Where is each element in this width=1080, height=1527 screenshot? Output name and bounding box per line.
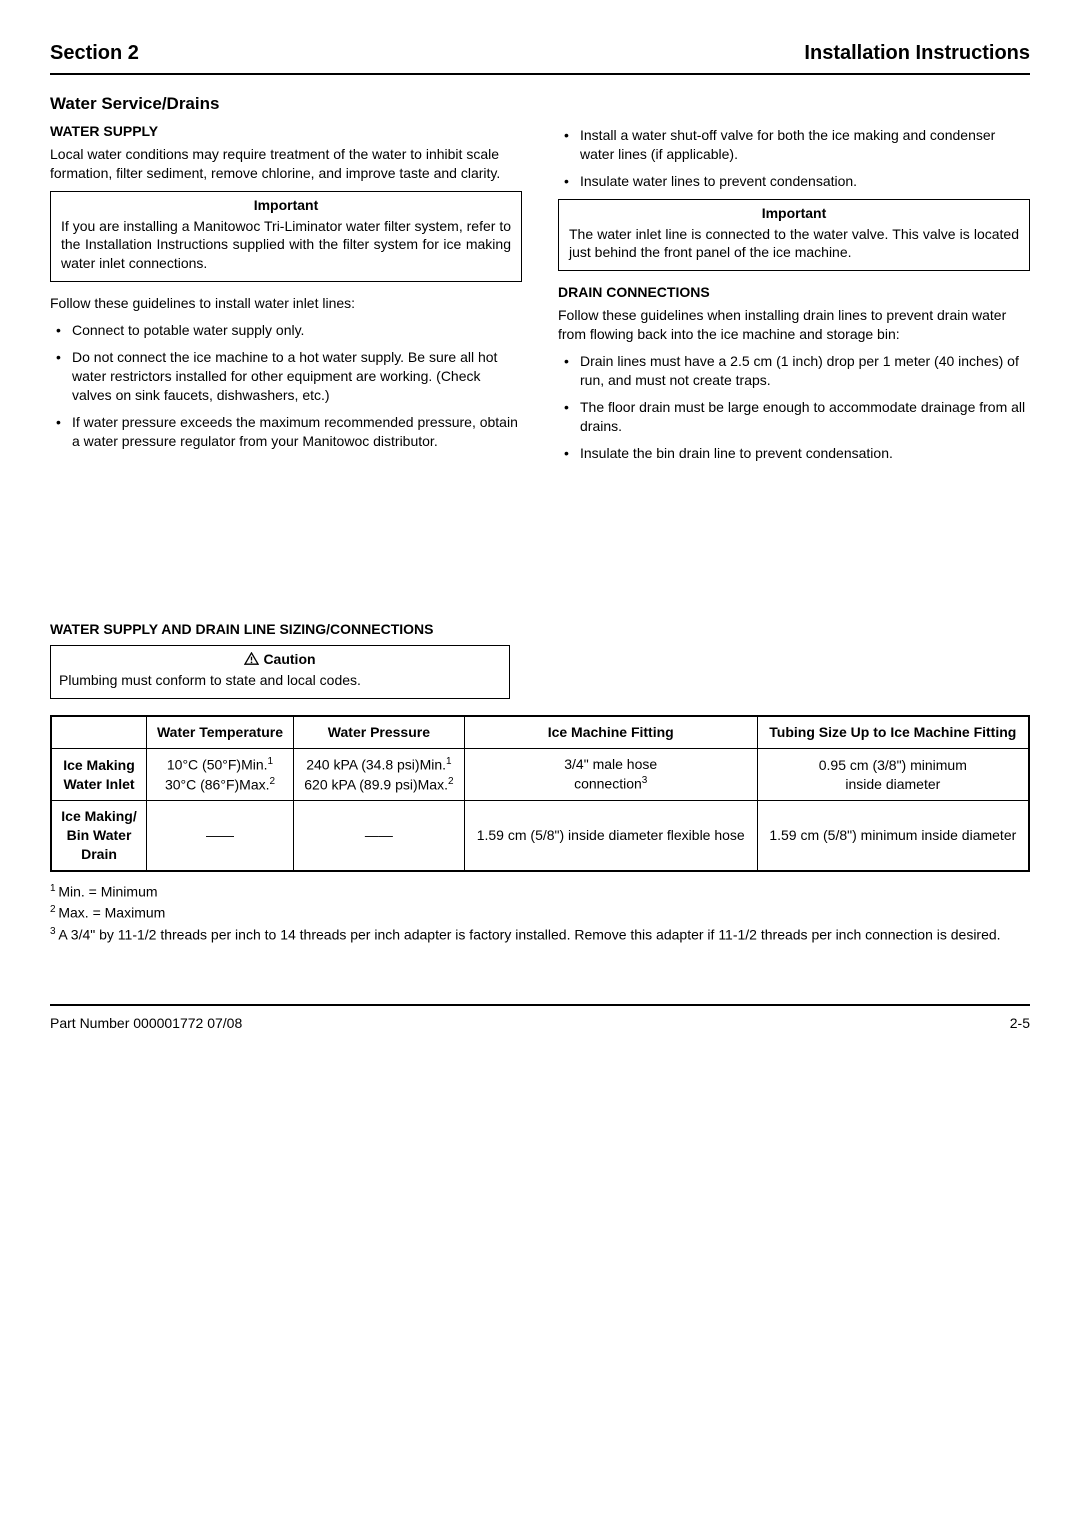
- right-bullet: Drain lines must have a 2.5 cm (1 inch) …: [558, 352, 1030, 390]
- important-body-1: If you are installing a Manitowoc Tri-Li…: [61, 217, 511, 274]
- table-row: Ice MakingWater Inlet 10°C (50°F)Min.1 3…: [51, 748, 1029, 800]
- water-supply-para: Local water conditions may require treat…: [50, 145, 522, 183]
- section-title: Water Service/Drains: [50, 93, 1030, 116]
- table-section-heading: WATER SUPPLY AND DRAIN LINE SIZING/CONNE…: [50, 620, 1030, 639]
- important-title-2: Important: [569, 204, 1019, 223]
- row-label: Ice MakingWater Inlet: [51, 748, 147, 800]
- col-header: Tubing Size Up to Ice Machine Fitting: [757, 716, 1029, 748]
- caution-label: Caution: [263, 651, 315, 667]
- right-top-bullets: Install a water shut-off valve for both …: [558, 126, 1030, 191]
- col-header: Water Pressure: [293, 716, 464, 748]
- sizing-table: Water Temperature Water Pressure Ice Mac…: [50, 715, 1030, 872]
- footer-right: 2-5: [1010, 1014, 1030, 1033]
- header-right: Installation Instructions: [804, 40, 1030, 67]
- cell-fitting: 1.59 cm (5/8") inside diameter flexible …: [464, 801, 757, 871]
- header-left: Section 2: [50, 40, 139, 67]
- right-bullet: Install a water shut-off valve for both …: [558, 126, 1030, 164]
- water-supply-heading: WATER SUPPLY: [50, 122, 522, 141]
- right-bullet: Insulate water lines to prevent condensa…: [558, 172, 1030, 191]
- right-bullet: The floor drain must be large enough to …: [558, 398, 1030, 436]
- right-column: Install a water shut-off valve for both …: [558, 122, 1030, 470]
- col-header: Water Temperature: [147, 716, 294, 748]
- important-box-2: Important The water inlet line is connec…: [558, 199, 1030, 272]
- follow-guidelines-para: Follow these guidelines to install water…: [50, 294, 522, 313]
- footnote-2: 2 Max. = Maximum: [50, 903, 1030, 923]
- cell-tubing: 0.95 cm (3/8") minimum inside diameter: [757, 748, 1029, 800]
- page-header: Section 2 Installation Instructions: [50, 40, 1030, 75]
- caution-body: Plumbing must conform to state and local…: [59, 671, 501, 690]
- important-box-1: Important If you are installing a Manito…: [50, 191, 522, 283]
- cell-temp: 10°C (50°F)Min.1 30°C (86°F)Max.2: [147, 748, 294, 800]
- caution-title: Caution: [59, 650, 501, 669]
- table-row: Ice Making/Bin WaterDrain —— —— 1.59 cm …: [51, 801, 1029, 871]
- cell-temp: ——: [147, 801, 294, 871]
- important-title-1: Important: [61, 196, 511, 215]
- cell-pressure: ——: [293, 801, 464, 871]
- left-bullet: If water pressure exceeds the maximum re…: [50, 413, 522, 451]
- left-column: WATER SUPPLY Local water conditions may …: [50, 122, 522, 470]
- cell-pressure: 240 kPA (34.8 psi)Min.1 620 kPA (89.9 ps…: [293, 748, 464, 800]
- col-blank: [51, 716, 147, 748]
- row-label: Ice Making/Bin WaterDrain: [51, 801, 147, 871]
- left-bullet: Connect to potable water supply only.: [50, 321, 522, 340]
- two-column-body: WATER SUPPLY Local water conditions may …: [50, 122, 1030, 470]
- caution-box: Caution Plumbing must conform to state a…: [50, 645, 510, 699]
- col-header: Ice Machine Fitting: [464, 716, 757, 748]
- cell-fitting: 3/4" male hose connection3: [464, 748, 757, 800]
- drain-para: Follow these guidelines when installing …: [558, 306, 1030, 344]
- important-body-2: The water inlet line is connected to the…: [569, 225, 1019, 263]
- footer-left: Part Number 000001772 07/08: [50, 1014, 242, 1033]
- right-bottom-bullets: Drain lines must have a 2.5 cm (1 inch) …: [558, 352, 1030, 462]
- cell-tubing: 1.59 cm (5/8") minimum inside diameter: [757, 801, 1029, 871]
- left-bullet: Do not connect the ice machine to a hot …: [50, 348, 522, 405]
- footnote-1: 1 Min. = Minimum: [50, 882, 1030, 902]
- page-footer: Part Number 000001772 07/08 2-5: [50, 1004, 1030, 1033]
- left-bullets: Connect to potable water supply only. Do…: [50, 321, 522, 450]
- footnote-3: 3 A 3/4" by 11-1/2 threads per inch to 1…: [50, 925, 1030, 945]
- warning-icon: [244, 651, 259, 664]
- drain-heading: DRAIN CONNECTIONS: [558, 283, 1030, 302]
- right-bullet: Insulate the bin drain line to prevent c…: [558, 444, 1030, 463]
- footnotes: 1 Min. = Minimum 2 Max. = Maximum 3 A 3/…: [50, 882, 1030, 945]
